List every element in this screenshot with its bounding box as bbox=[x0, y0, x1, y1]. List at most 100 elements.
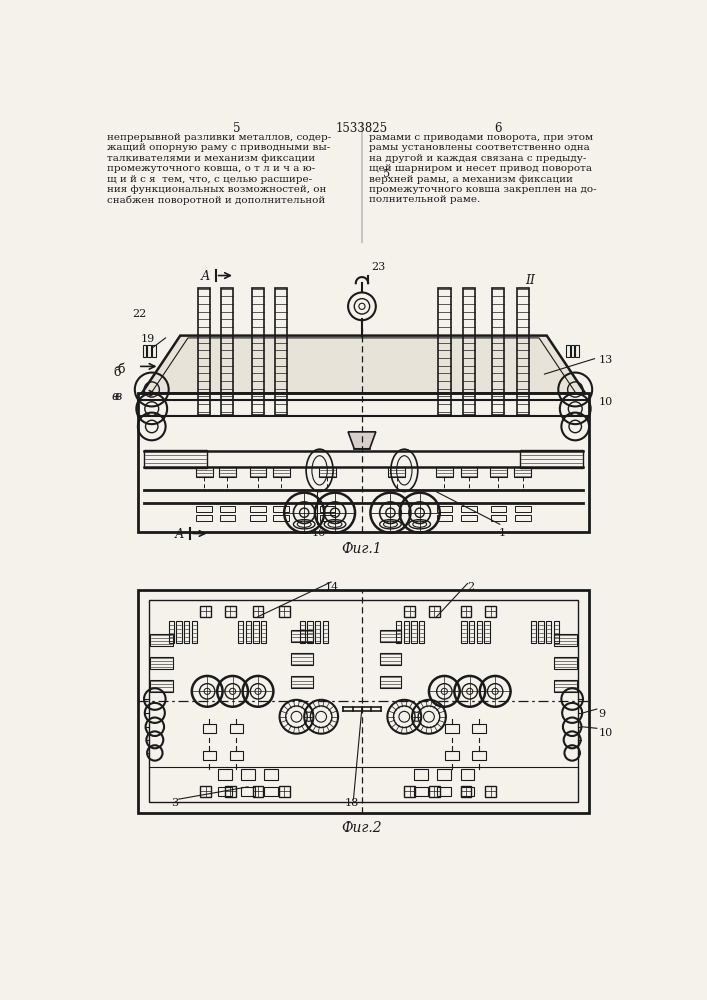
Bar bbox=[291, 630, 312, 642]
Bar bbox=[380, 676, 402, 688]
Bar bbox=[484, 621, 490, 643]
Bar bbox=[566, 345, 570, 357]
Text: 1533825: 1533825 bbox=[336, 122, 388, 135]
Bar bbox=[554, 680, 577, 692]
Text: 16: 16 bbox=[312, 528, 326, 538]
Bar bbox=[437, 506, 452, 512]
Bar bbox=[546, 621, 551, 643]
Bar bbox=[404, 621, 409, 643]
Bar bbox=[230, 724, 243, 733]
Text: в: в bbox=[115, 389, 122, 402]
Bar bbox=[491, 515, 506, 521]
Bar bbox=[485, 786, 496, 797]
Text: 14: 14 bbox=[325, 582, 339, 592]
Bar bbox=[203, 751, 216, 760]
Text: 18: 18 bbox=[344, 798, 358, 808]
Bar bbox=[148, 600, 578, 802]
Bar bbox=[264, 787, 278, 796]
Text: ния функциональных возможностей, он: ния функциональных возможностей, он bbox=[107, 185, 327, 194]
Text: верхней рамы, а механизм фиксации: верхней рамы, а механизм фиксации bbox=[369, 175, 573, 184]
Bar bbox=[218, 769, 232, 780]
Bar bbox=[203, 724, 216, 733]
Bar bbox=[152, 345, 156, 357]
Bar bbox=[291, 653, 312, 665]
Bar bbox=[380, 630, 402, 642]
Text: 2: 2 bbox=[467, 582, 474, 592]
Bar bbox=[461, 515, 477, 521]
Bar bbox=[225, 606, 235, 617]
Bar bbox=[320, 515, 335, 521]
Bar bbox=[445, 751, 459, 760]
Text: рамы установлены соответственно одна: рамы установлены соответственно одна bbox=[369, 143, 590, 152]
Bar bbox=[490, 466, 507, 477]
Bar bbox=[530, 621, 536, 643]
Bar bbox=[252, 786, 264, 797]
Text: рамами с приводами поворота, при этом: рамами с приводами поворота, при этом bbox=[369, 133, 593, 142]
Bar bbox=[460, 466, 477, 477]
Bar bbox=[291, 676, 312, 688]
Bar bbox=[436, 466, 452, 477]
Text: щей шарниром и несет привод поворота: щей шарниром и несет привод поворота bbox=[369, 164, 592, 173]
Bar bbox=[515, 515, 530, 521]
Bar bbox=[520, 450, 583, 468]
Text: 9: 9 bbox=[598, 709, 605, 719]
Bar bbox=[250, 506, 266, 512]
Bar bbox=[419, 621, 424, 643]
Bar bbox=[200, 606, 211, 617]
Text: Фиг.2: Фиг.2 bbox=[341, 821, 382, 835]
Bar bbox=[200, 786, 211, 797]
Text: полнительной раме.: полнительной раме. bbox=[369, 195, 480, 204]
Text: б: б bbox=[117, 363, 124, 376]
Bar bbox=[150, 634, 173, 646]
Text: снабжен поворотной и дополнительной: снабжен поворотной и дополнительной bbox=[107, 195, 325, 205]
Bar bbox=[463, 288, 475, 415]
Bar bbox=[472, 751, 486, 760]
Bar bbox=[308, 621, 312, 643]
Text: 23: 23 bbox=[371, 262, 385, 272]
Bar bbox=[230, 751, 243, 760]
Bar bbox=[246, 621, 251, 643]
Bar bbox=[554, 657, 577, 669]
Text: 19: 19 bbox=[140, 334, 154, 344]
Bar bbox=[461, 621, 467, 643]
Bar bbox=[437, 515, 452, 521]
Bar bbox=[138, 590, 589, 813]
Bar bbox=[438, 769, 451, 780]
Bar bbox=[238, 621, 243, 643]
Text: 5: 5 bbox=[233, 122, 240, 135]
Bar bbox=[252, 288, 264, 415]
Bar bbox=[472, 724, 486, 733]
Bar bbox=[144, 450, 207, 468]
Text: талкивателями и механизм фиксации: талкивателями и механизм фиксации bbox=[107, 154, 315, 163]
Text: 10: 10 bbox=[598, 397, 612, 407]
Bar bbox=[225, 786, 235, 797]
Bar bbox=[250, 515, 266, 521]
Text: 13: 13 bbox=[598, 355, 612, 365]
Bar bbox=[322, 621, 328, 643]
Bar bbox=[485, 606, 496, 617]
Bar bbox=[515, 506, 530, 512]
Bar bbox=[252, 606, 264, 617]
Text: промежуточного ковша, о т л и ч а ю-: промежуточного ковша, о т л и ч а ю- bbox=[107, 164, 315, 173]
Bar bbox=[264, 769, 278, 780]
Bar bbox=[184, 621, 189, 643]
Bar bbox=[460, 606, 472, 617]
Bar bbox=[197, 506, 212, 512]
Text: жащий опорную раму с приводными вы-: жащий опорную раму с приводными вы- bbox=[107, 143, 330, 152]
Text: в: в bbox=[112, 389, 119, 402]
Bar bbox=[396, 621, 402, 643]
Bar bbox=[469, 621, 474, 643]
Bar bbox=[315, 621, 320, 643]
Bar bbox=[198, 288, 210, 415]
Bar bbox=[274, 506, 288, 512]
Text: на другой и каждая связана с предыду-: на другой и каждая связана с предыду- bbox=[369, 154, 586, 163]
Bar bbox=[253, 621, 259, 643]
Bar bbox=[241, 769, 255, 780]
Text: щ и й с я  тем, что, с целью расшире-: щ и й с я тем, что, с целью расшире- bbox=[107, 175, 312, 184]
Bar bbox=[460, 786, 472, 797]
Polygon shape bbox=[141, 336, 585, 393]
Bar bbox=[192, 621, 197, 643]
Text: 22: 22 bbox=[132, 309, 147, 319]
Bar bbox=[491, 506, 506, 512]
Bar bbox=[414, 769, 428, 780]
